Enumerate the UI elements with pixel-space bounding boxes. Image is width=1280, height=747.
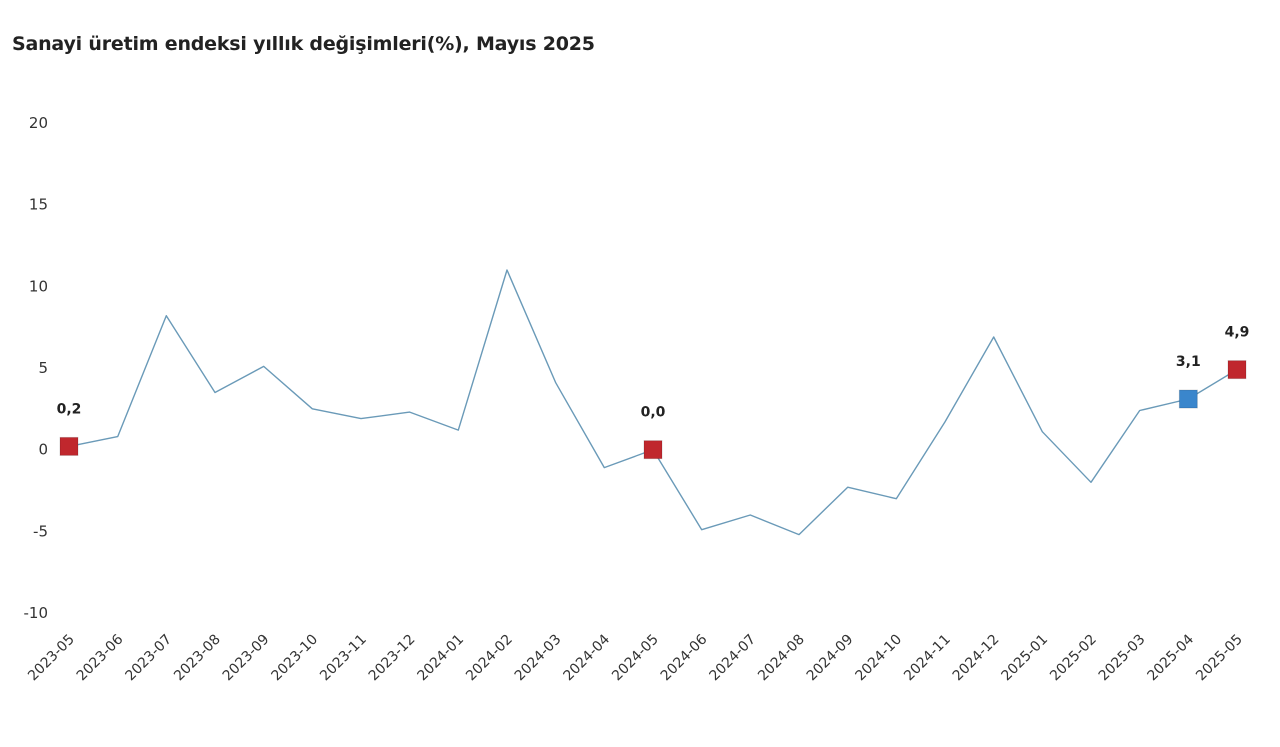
highlight-marker — [59, 436, 79, 456]
x-tick-label: 2024-12 — [950, 632, 1003, 685]
highlight-marker — [1178, 389, 1198, 409]
x-tick-label: 2023-12 — [366, 632, 419, 685]
y-tick-label: 15 — [29, 196, 48, 214]
x-tick-label: 2023-06 — [74, 631, 127, 684]
x-tick-label: 2024-11 — [901, 632, 954, 685]
x-tick-label: 2025-03 — [1096, 632, 1149, 685]
x-tick-label: 2024-08 — [755, 632, 808, 685]
x-axis: 2023-052023-062023-072023-082023-092023-… — [25, 631, 1246, 684]
highlight-markers: 0,2 0,0 3,1 4,9 — [57, 325, 1250, 460]
highlight-marker — [643, 440, 663, 460]
y-tick-label: 5 — [38, 359, 48, 377]
x-tick-label: 2023-07 — [122, 632, 175, 685]
series-line — [68, 269, 1238, 536]
x-tick-label: 2024-05 — [609, 632, 662, 685]
y-tick-label: -5 — [33, 522, 48, 540]
chart-title: Sanayi üretim endeksi yıllık değişimleri… — [12, 33, 595, 55]
x-tick-label: 2025-02 — [1047, 632, 1100, 685]
y-tick-label: 20 — [29, 114, 48, 132]
x-tick-label: 2024-03 — [512, 632, 565, 685]
x-tick-label: 2024-04 — [560, 631, 613, 684]
y-axis: 20 15 10 5 0 -5 -10 — [24, 114, 49, 622]
series-area — [68, 269, 1238, 536]
x-tick-label: 2023-09 — [220, 632, 273, 685]
x-tick-label: 2025-05 — [1193, 632, 1246, 685]
y-tick-label: 0 — [38, 441, 48, 459]
data-label: 4,9 — [1225, 325, 1250, 341]
x-tick-label: 2023-10 — [268, 632, 321, 685]
highlight-marker — [1227, 360, 1247, 380]
x-tick-label: 2023-05 — [25, 632, 78, 685]
x-tick-label: 2025-01 — [998, 632, 1051, 685]
x-tick-label: 2023-11 — [317, 632, 370, 685]
x-tick-label: 2024-07 — [706, 632, 759, 685]
x-tick-label: 2025-04 — [1144, 631, 1197, 684]
x-tick-label: 2024-10 — [852, 632, 905, 685]
x-tick-label: 2024-06 — [658, 631, 711, 684]
x-tick-label: 2023-08 — [171, 632, 224, 685]
y-tick-label: 10 — [29, 277, 48, 295]
data-label: 3,1 — [1176, 354, 1201, 370]
y-tick-label: -10 — [24, 604, 49, 622]
x-tick-label: 2024-01 — [414, 632, 467, 685]
x-tick-label: 2024-02 — [463, 632, 516, 685]
data-label: 0,2 — [57, 401, 82, 417]
x-tick-label: 2024-09 — [804, 632, 857, 685]
data-label: 0,0 — [641, 405, 666, 421]
